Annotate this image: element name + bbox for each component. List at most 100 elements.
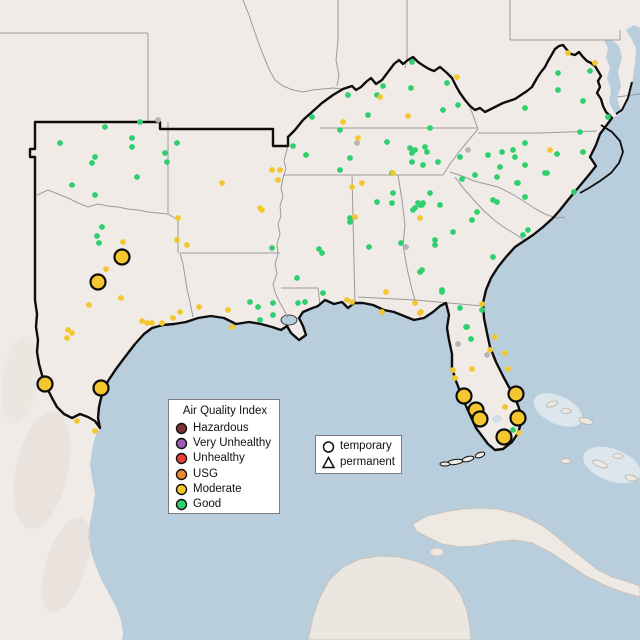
station-marker-good[interactable] <box>522 194 528 200</box>
station-marker-good[interactable] <box>432 242 438 248</box>
station-marker-good[interactable] <box>408 85 414 91</box>
station-marker-good[interactable] <box>554 151 560 157</box>
station-marker-good[interactable] <box>337 167 343 173</box>
station-marker-good[interactable] <box>515 180 521 186</box>
station-marker-good[interactable] <box>427 190 433 196</box>
station-marker-good[interactable] <box>129 144 135 150</box>
station-marker-good[interactable] <box>390 190 396 196</box>
temporary-station-marker-moderate[interactable] <box>507 385 525 403</box>
station-marker-good[interactable] <box>407 145 413 151</box>
station-marker-good[interactable] <box>345 92 351 98</box>
station-marker-good[interactable] <box>468 336 474 342</box>
station-marker-no-data[interactable] <box>354 140 360 146</box>
station-marker-good[interactable] <box>57 140 63 146</box>
station-marker-good[interactable] <box>479 307 485 313</box>
station-marker-good[interactable] <box>164 159 170 165</box>
station-marker-moderate[interactable] <box>92 428 98 434</box>
temporary-station-marker-moderate[interactable] <box>495 428 513 446</box>
station-marker-good[interactable] <box>174 140 180 146</box>
station-marker-good[interactable] <box>439 289 445 295</box>
station-marker-good[interactable] <box>294 275 300 281</box>
station-marker-good[interactable] <box>255 304 261 310</box>
station-marker-good[interactable] <box>410 207 416 213</box>
station-marker-moderate[interactable] <box>269 167 275 173</box>
station-marker-good[interactable] <box>510 147 516 153</box>
station-marker-good[interactable] <box>94 233 100 239</box>
station-marker-good[interactable] <box>389 200 395 206</box>
station-marker-moderate[interactable] <box>149 320 155 326</box>
station-marker-moderate[interactable] <box>454 74 460 80</box>
station-marker-moderate[interactable] <box>139 318 145 324</box>
station-marker-no-data[interactable] <box>484 352 490 358</box>
station-marker-moderate[interactable] <box>229 324 235 330</box>
station-marker-moderate[interactable] <box>377 94 383 100</box>
station-marker-good[interactable] <box>270 312 276 318</box>
temporary-station-marker-moderate[interactable] <box>455 387 473 405</box>
station-marker-good[interactable] <box>419 202 425 208</box>
station-marker-moderate[interactable] <box>177 309 183 315</box>
station-marker-good[interactable] <box>432 237 438 243</box>
station-marker-moderate[interactable] <box>259 207 265 213</box>
station-marker-moderate[interactable] <box>565 50 571 56</box>
station-marker-moderate[interactable] <box>592 60 598 66</box>
station-marker-good[interactable] <box>510 427 516 433</box>
station-marker-moderate[interactable] <box>405 113 411 119</box>
station-marker-moderate[interactable] <box>383 289 389 295</box>
station-marker-good[interactable] <box>409 159 415 165</box>
station-marker-good[interactable] <box>102 124 108 130</box>
station-marker-good[interactable] <box>347 215 353 221</box>
station-marker-moderate[interactable] <box>103 266 109 272</box>
station-marker-moderate[interactable] <box>502 404 508 410</box>
station-marker-good[interactable] <box>365 112 371 118</box>
station-marker-good[interactable] <box>580 149 586 155</box>
station-marker-good[interactable] <box>522 162 528 168</box>
station-marker-moderate[interactable] <box>352 214 358 220</box>
station-marker-good[interactable] <box>89 160 95 166</box>
station-marker-good[interactable] <box>374 199 380 205</box>
station-marker-good[interactable] <box>512 154 518 160</box>
station-marker-moderate[interactable] <box>516 430 522 436</box>
station-marker-good[interactable] <box>522 105 528 111</box>
station-marker-good[interactable] <box>290 143 296 149</box>
station-marker-moderate[interactable] <box>74 418 80 424</box>
station-marker-moderate[interactable] <box>349 299 355 305</box>
station-marker-good[interactable] <box>316 246 322 252</box>
station-marker-moderate[interactable] <box>225 307 231 313</box>
temporary-station-marker-moderate[interactable] <box>36 375 54 393</box>
station-marker-good[interactable] <box>437 202 443 208</box>
station-marker-moderate[interactable] <box>505 366 511 372</box>
station-marker-good[interactable] <box>347 155 353 161</box>
station-marker-moderate[interactable] <box>390 170 396 176</box>
station-marker-moderate[interactable] <box>349 184 355 190</box>
station-marker-good[interactable] <box>384 139 390 145</box>
station-marker-good[interactable] <box>587 68 593 74</box>
station-marker-good[interactable] <box>494 199 500 205</box>
station-marker-good[interactable] <box>457 154 463 160</box>
station-marker-good[interactable] <box>469 217 475 223</box>
station-marker-good[interactable] <box>269 245 275 251</box>
station-marker-good[interactable] <box>472 172 478 178</box>
station-marker-moderate[interactable] <box>344 297 350 303</box>
station-marker-good[interactable] <box>520 232 526 238</box>
station-marker-moderate[interactable] <box>159 320 165 326</box>
station-marker-moderate[interactable] <box>275 177 281 183</box>
station-marker-good[interactable] <box>295 300 301 306</box>
temporary-station-marker-moderate[interactable] <box>509 409 527 427</box>
station-marker-good[interactable] <box>555 87 561 93</box>
station-marker-good[interactable] <box>162 150 168 156</box>
temporary-station-marker-moderate[interactable] <box>113 248 131 266</box>
station-marker-no-data[interactable] <box>455 341 461 347</box>
station-marker-good[interactable] <box>459 176 465 182</box>
station-marker-good[interactable] <box>544 170 550 176</box>
station-marker-good[interactable] <box>474 209 480 215</box>
station-marker-moderate[interactable] <box>492 334 498 340</box>
station-marker-good[interactable] <box>577 129 583 135</box>
station-marker-good[interactable] <box>444 80 450 86</box>
station-marker-good[interactable] <box>409 59 415 65</box>
station-marker-moderate[interactable] <box>118 295 124 301</box>
station-marker-moderate[interactable] <box>469 366 475 372</box>
station-marker-moderate[interactable] <box>547 147 553 153</box>
station-marker-moderate[interactable] <box>175 215 181 221</box>
station-marker-moderate[interactable] <box>69 330 75 336</box>
station-marker-good[interactable] <box>499 149 505 155</box>
